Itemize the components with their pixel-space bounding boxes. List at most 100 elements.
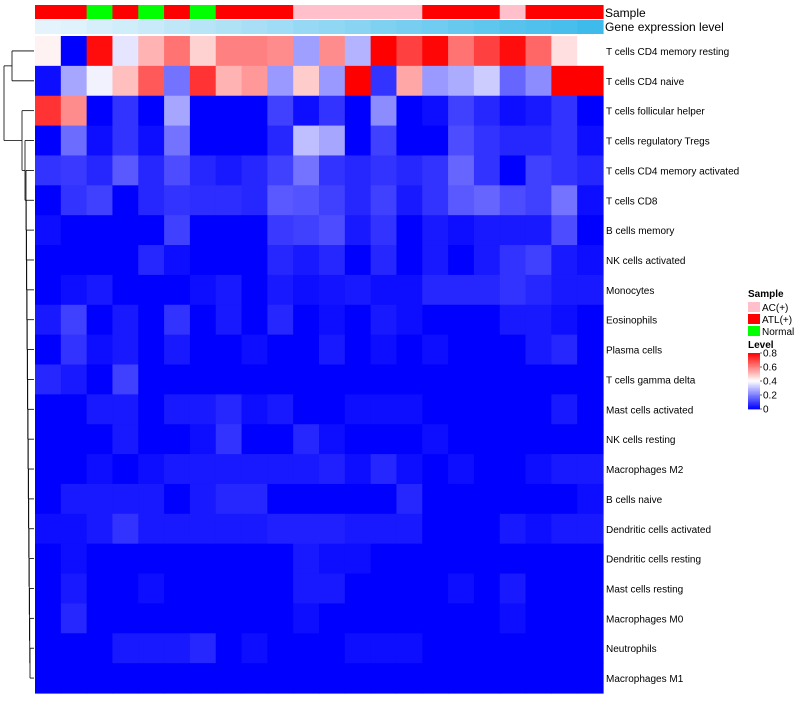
heatmap-cell (577, 603, 604, 634)
heatmap-cell (267, 245, 294, 276)
heatmap-cell (215, 543, 243, 575)
heatmap-cell (215, 274, 243, 306)
sample-annotation-cell (344, 5, 372, 19)
heatmap-cell (422, 36, 449, 67)
heatmap-cell (422, 394, 449, 425)
heatmap-cell (319, 95, 346, 127)
heatmap-cell (499, 633, 527, 664)
heatmap-cell (473, 215, 501, 246)
heatmap-cell (138, 65, 165, 97)
heatmap-cell (241, 304, 268, 336)
heatmap-cell (422, 663, 449, 694)
heatmap-cell (112, 603, 139, 634)
row-label: Plasma cells (606, 346, 662, 357)
level-legend-tick-label: 0.6 (763, 363, 777, 374)
heatmap-cell (189, 364, 217, 395)
heatmap-cell (164, 65, 191, 97)
heatmap-cell (241, 36, 268, 67)
heatmap-cell (344, 454, 372, 485)
heatmap-cell (267, 334, 294, 366)
expression-annotation-cell (86, 20, 114, 34)
heatmap-cell (344, 185, 372, 216)
heatmap-cell (448, 364, 475, 395)
heatmap-cell (35, 573, 62, 605)
heatmap-cell (551, 274, 578, 306)
heatmap-cell (344, 424, 372, 455)
heatmap-cell (525, 483, 552, 515)
heatmap-cell (396, 483, 423, 515)
heatmap-cell (448, 633, 475, 664)
sample-annotation-label: Sample (605, 6, 646, 20)
heatmap-cell (138, 454, 165, 485)
heatmap-cell (319, 36, 346, 67)
heatmap-cell (215, 394, 243, 425)
heatmap-cell (499, 394, 527, 425)
heatmap-cell (35, 364, 62, 395)
heatmap-cell (293, 334, 320, 366)
heatmap-cell (86, 95, 114, 127)
heatmap-cell (293, 36, 320, 67)
heatmap-cell (551, 304, 578, 336)
heatmap-cell (267, 633, 294, 664)
heatmap-cell (577, 155, 604, 186)
level-legend-gradient-step (748, 374, 760, 376)
sample-legend-label: Normal (762, 327, 794, 338)
heatmap-cell (525, 245, 552, 276)
heatmap-cell (551, 245, 578, 276)
heatmap-cell (319, 364, 346, 395)
heatmap-cell (422, 125, 449, 157)
heatmap-cell (164, 603, 191, 634)
heatmap-cell (112, 454, 139, 485)
row-label: T cells regulatory Tregs (606, 137, 710, 148)
heatmap-cell (215, 65, 243, 97)
heatmap-cell (60, 95, 88, 127)
heatmap-cell (344, 364, 372, 395)
row-label: Eosinophils (606, 316, 657, 327)
heatmap-cell (189, 274, 217, 306)
heatmap-cell (267, 513, 294, 545)
heatmap-cell (473, 334, 501, 366)
heatmap-cell (422, 304, 449, 336)
heatmap-cell (525, 304, 552, 336)
heatmap-cell (215, 633, 243, 664)
heatmap-cell (60, 424, 88, 455)
expression-annotation-cell (138, 20, 165, 34)
heatmap-cell (86, 394, 114, 425)
heatmap-cell (138, 185, 165, 216)
sample-legend-label: AC(+) (762, 303, 788, 314)
heatmap-cell (319, 513, 346, 545)
heatmap-cell (35, 394, 62, 425)
heatmap-cell (293, 454, 320, 485)
heatmap-cell (577, 633, 604, 664)
row-label: B cells naive (606, 495, 663, 506)
heatmap-cell (577, 513, 604, 545)
heatmap-cell (551, 663, 578, 694)
heatmap-cell (551, 394, 578, 425)
row-label: T cells gamma delta (606, 375, 696, 386)
heatmap-cells (35, 36, 604, 694)
heatmap-cell (577, 454, 604, 485)
heatmap-cell (448, 394, 475, 425)
heatmap-cell (396, 215, 423, 246)
heatmap-cell (577, 424, 604, 455)
sample-annotation-cell (499, 5, 527, 19)
heatmap-cell (422, 424, 449, 455)
expression-annotation-cell (241, 20, 268, 34)
heatmap-cell (370, 454, 398, 485)
level-legend-gradient-step (748, 400, 760, 403)
heatmap-cell (35, 125, 62, 157)
level-legend-gradient-step (748, 372, 760, 375)
heatmap-cell (551, 424, 578, 455)
heatmap-cell (267, 125, 294, 157)
heatmap-cell (319, 274, 346, 306)
heatmap-cell (267, 454, 294, 485)
heatmap-cell (86, 125, 114, 157)
heatmap-cell (112, 125, 139, 157)
heatmap-cell (473, 454, 501, 485)
heatmap-cell (112, 513, 139, 545)
heatmap-cell (241, 245, 268, 276)
heatmap-cell (319, 543, 346, 575)
heatmap-cell (293, 573, 320, 605)
heatmap-cell (189, 424, 217, 455)
heatmap-cell (422, 215, 449, 246)
